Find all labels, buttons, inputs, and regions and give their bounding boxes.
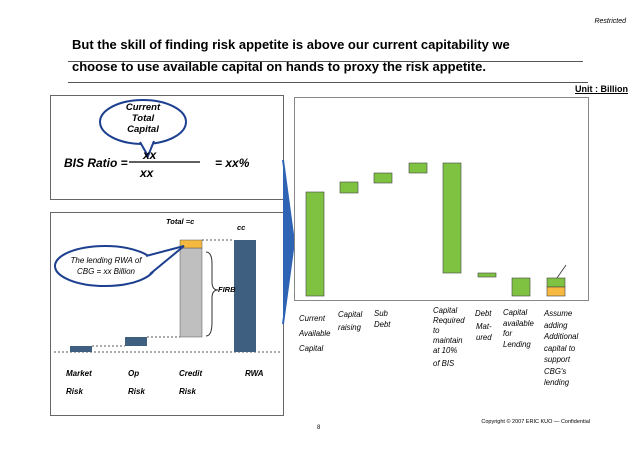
label-rwa: RWA (245, 365, 264, 383)
bar-lending-capital (511, 277, 531, 297)
title-divider (68, 82, 588, 83)
label-line: available (503, 318, 534, 328)
label-line: Capital (299, 344, 324, 353)
label-market-risk: Market Risk (66, 365, 92, 401)
label-debt-matured: Debt Mat- ured (475, 308, 492, 343)
label-current-available-capital: Current Available Capital (299, 311, 331, 356)
restricted-label: Restricted (594, 18, 626, 25)
bis-numerator: xx (143, 148, 157, 162)
page-number: 8 (317, 425, 321, 431)
bubble-line: The lending RWA of (70, 256, 142, 265)
bar-op-risk (125, 337, 147, 346)
page-title: But the skill of finding risk appetite i… (72, 34, 592, 78)
label-line: Mat- (476, 322, 492, 331)
label-line: Market (66, 369, 92, 378)
bubble-line: Current (125, 102, 161, 113)
bis-denominator: xx (140, 166, 154, 180)
assume-pointer (556, 264, 567, 279)
bar-capital-raising (339, 181, 359, 194)
label-line: raising (338, 323, 361, 332)
bar-capital-increase (408, 162, 428, 174)
label-line: Assume (544, 309, 573, 318)
label-line: Current (299, 314, 325, 323)
label-line: to (433, 326, 440, 335)
bubble-line: Total (131, 113, 155, 124)
firb-brace (205, 251, 219, 337)
bar-capital-required (442, 162, 462, 274)
speech-bubble-tail (139, 140, 155, 159)
label-line: RWA (245, 369, 264, 378)
label-sub-debt: Sub Debt (374, 308, 390, 330)
cc-label: cc (237, 223, 246, 232)
page-title-line-1: But the skill of finding risk appetite i… (72, 37, 510, 52)
copyright-footer: Copyright © 2007 ERIC KUO — Confidential (481, 419, 590, 425)
page-title-line-2: choose to use available capital on hands… (72, 59, 486, 74)
bis-ratio-graphics (99, 99, 200, 163)
label-op-risk: Op Risk (128, 365, 145, 401)
label-capital-for-lending: Capital available for Lending (503, 308, 534, 350)
bar-market-risk (70, 346, 92, 352)
label-line: Risk (179, 387, 196, 396)
bis-ratio-label: BIS Ratio = (64, 156, 128, 170)
label-credit-risk: Credit Risk (179, 365, 202, 401)
label-line: for (503, 329, 513, 338)
bar-credit-risk (179, 247, 203, 338)
label-line: Credit (179, 369, 203, 378)
label-line: capital to (544, 343, 576, 353)
bar-assume-orange (546, 286, 566, 297)
label-line: Additional (544, 332, 579, 341)
label-capital-raising: Capital raising (338, 308, 362, 334)
label-line: at 10% (433, 346, 458, 355)
label-line: Available (299, 329, 331, 338)
label-line: lending (544, 378, 570, 387)
label-capital-required: Capital Required to maintain at 10% of B… (433, 306, 465, 369)
label-line: Capital (338, 310, 363, 319)
rwa-chart (54, 239, 280, 353)
label-line: Risk (128, 387, 145, 396)
rwa-bubble-text: The lending RWA of CBG = xx Billion (58, 255, 154, 277)
label-line: maintain (433, 336, 463, 345)
label-line: adding (544, 320, 568, 330)
speech-bubble-tail (145, 245, 185, 275)
label-line: Lending (503, 339, 531, 349)
bar-debt-matured (477, 272, 497, 278)
waterfall-frame (294, 97, 589, 301)
bubble-text: Current Total Capital (115, 102, 171, 135)
label-line: Debt (374, 320, 391, 329)
waterfall-chart (305, 162, 567, 297)
total-label: Total =c (166, 217, 195, 226)
label-line: Capital (433, 306, 458, 315)
label-line: Risk (66, 387, 83, 396)
label-assume-additional: Assume adding Additional capital to supp… (544, 308, 578, 389)
bis-result: = xx% (215, 156, 250, 170)
bar-sub-debt (373, 172, 393, 184)
label-line: of BIS (433, 359, 455, 368)
label-line: Sub (374, 309, 388, 318)
speech-bubble-fill (57, 248, 153, 284)
bar-current-capital (305, 191, 325, 297)
label-line: Op (128, 369, 140, 378)
unit-label: Unit : Billion (575, 84, 628, 94)
firb-label: FIRB (218, 285, 236, 294)
label-line: Debt (475, 309, 492, 318)
label-line: Capital (503, 308, 528, 317)
label-line: ured (476, 333, 492, 342)
bar-credit-risk-top (179, 239, 203, 249)
bubble-line: CBG = xx Billion (76, 267, 136, 276)
title-divider (68, 61, 583, 62)
bar-rwa (234, 240, 256, 352)
bubble-line: Capital (127, 124, 159, 135)
label-line: support (544, 355, 571, 364)
bar-assume-green (546, 277, 566, 288)
label-line: CBG's (544, 366, 567, 376)
label-line: Required (433, 316, 465, 325)
